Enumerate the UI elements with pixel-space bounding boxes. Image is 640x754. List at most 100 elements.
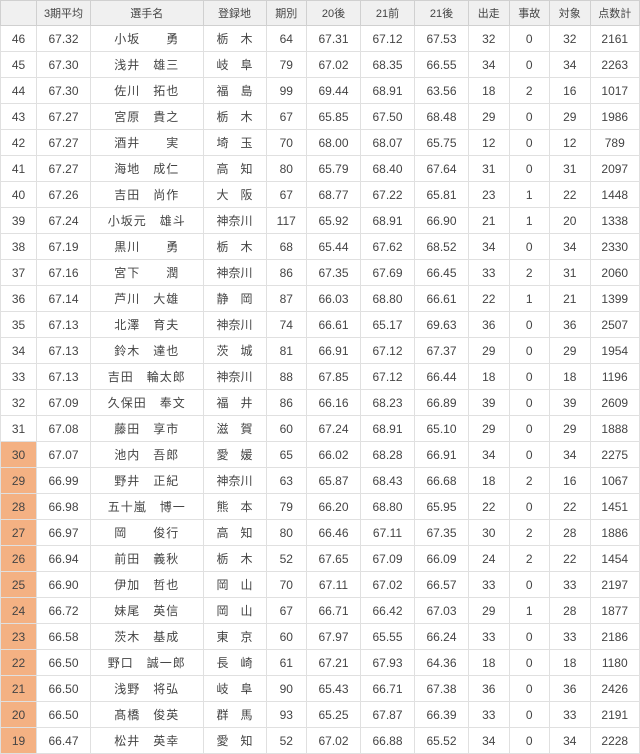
term-cell: 80 [266,156,307,182]
table-row[interactable]: 3067.07池内 吾郎愛 媛6566.0268.2866.9134034227… [1,442,640,468]
reg-cell: 高 知 [203,520,266,546]
table-row[interactable]: 3767.16宮下 潤神奈川8667.3567.6966.45332312060 [1,260,640,286]
s21a-cell: 66.71 [361,676,415,702]
run-cell: 24 [469,546,510,572]
s21a-cell: 67.09 [361,546,415,572]
s20b-cell: 66.03 [307,286,361,312]
avg-cell: 67.13 [37,338,91,364]
col-header-6[interactable]: 21前 [361,1,415,26]
tgt-cell: 16 [550,468,591,494]
rank-cell: 29 [1,468,37,494]
name-cell: 妹尾 英信 [91,598,204,624]
name-cell: 宮下 潤 [91,260,204,286]
run-cell: 36 [469,312,510,338]
pts-cell: 1180 [590,650,640,676]
table-row[interactable]: 3667.14芦川 大雄静 岡8766.0368.8066.6122121139… [1,286,640,312]
table-row[interactable]: 1966.47松井 英幸愛 知5267.0266.8865.5234034222… [1,728,640,754]
run-cell: 23 [469,182,510,208]
table-row[interactable]: 3567.13北澤 育夫神奈川7466.6165.1769.6336036250… [1,312,640,338]
acc-cell: 1 [509,286,550,312]
col-header-5[interactable]: 20後 [307,1,361,26]
s21b-cell: 66.24 [415,624,469,650]
term-cell: 117 [266,208,307,234]
col-header-2[interactable]: 選手名 [91,1,204,26]
table-row[interactable]: 4667.32小坂 勇栃 木6467.3167.1267.53320322161 [1,26,640,52]
s20b-cell: 67.02 [307,728,361,754]
name-cell: 鈴木 達也 [91,338,204,364]
col-header-4[interactable]: 期別 [266,1,307,26]
table-row[interactable]: 2266.50野口 誠一郎長 崎6167.2167.9364.361801811… [1,650,640,676]
s21a-cell: 68.80 [361,494,415,520]
table-row[interactable]: 4067.26吉田 尚作大 阪6768.7767.2265.8123122144… [1,182,640,208]
pts-cell: 2161 [590,26,640,52]
tgt-cell: 32 [550,26,591,52]
name-cell: 吉田 尚作 [91,182,204,208]
table-row[interactable]: 2866.98五十嵐 博一熊 本7966.2068.8065.952202214… [1,494,640,520]
table-row[interactable]: 3167.08藤田 享市滋 賀6067.2468.9165.1029029188… [1,416,640,442]
rank-cell: 44 [1,78,37,104]
col-header-10[interactable]: 対象 [550,1,591,26]
s20b-cell: 67.21 [307,650,361,676]
s21b-cell: 67.64 [415,156,469,182]
table-row[interactable]: 3867.19黒川 勇栃 木6865.4467.6268.52340342330 [1,234,640,260]
s21b-cell: 68.52 [415,234,469,260]
pts-cell: 1454 [590,546,640,572]
tgt-cell: 34 [550,728,591,754]
col-header-9[interactable]: 事故 [509,1,550,26]
name-cell: 野口 誠一郎 [91,650,204,676]
term-cell: 90 [266,676,307,702]
s21a-cell: 66.88 [361,728,415,754]
acc-cell: 0 [509,312,550,338]
rank-cell: 46 [1,26,37,52]
reg-cell: 岡 山 [203,572,266,598]
avg-cell: 66.90 [37,572,91,598]
pts-cell: 2191 [590,702,640,728]
tgt-cell: 36 [550,676,591,702]
col-header-11[interactable]: 点数計 [590,1,640,26]
table-row[interactable]: 3367.13吉田 輪太郎神奈川8867.8567.1266.441801811… [1,364,640,390]
table-row[interactable]: 2466.72妹尾 英信岡 山6766.7166.4267.0329128187… [1,598,640,624]
table-row[interactable]: 3967.24小坂元 雄斗神奈川11765.9268.9166.90211201… [1,208,640,234]
name-cell: 宮原 貴之 [91,104,204,130]
table-row[interactable]: 2966.99野井 正紀神奈川6365.8768.4366.6818216106… [1,468,640,494]
table-row[interactable]: 3467.13鈴木 達也茨 城8166.9167.1267.3729029195… [1,338,640,364]
tgt-cell: 21 [550,286,591,312]
table-row[interactable]: 4167.27海地 成仁高 知8065.7968.4067.6431031209… [1,156,640,182]
table-row[interactable]: 4467.30佐川 拓也福 島9969.4468.9163.5618216101… [1,78,640,104]
table-row[interactable]: 2066.50髙橋 俊英群 馬9365.2567.8766.3933033219… [1,702,640,728]
reg-cell: 栃 木 [203,234,266,260]
table-row[interactable]: 2366.58茨木 基成東 京6067.9765.5566.2433033218… [1,624,640,650]
reg-cell: 愛 媛 [203,442,266,468]
col-header-3[interactable]: 登録地 [203,1,266,26]
name-cell: 小坂 勇 [91,26,204,52]
acc-cell: 0 [509,494,550,520]
tgt-cell: 20 [550,208,591,234]
table-row[interactable]: 4267.27酒井 実埼 玉7068.0068.0765.7512012789 [1,130,640,156]
pts-cell: 1986 [590,104,640,130]
tgt-cell: 31 [550,260,591,286]
table-row[interactable]: 2666.94前田 義秋栃 木5267.6567.0966.0924222145… [1,546,640,572]
table-row[interactable]: 2566.90伊加 哲也岡 山7067.1167.0266.5733033219… [1,572,640,598]
s21b-cell: 66.68 [415,468,469,494]
col-header-1[interactable]: 3期平均 [37,1,91,26]
col-header-8[interactable]: 出走 [469,1,510,26]
table-row[interactable]: 4567.30浅井 雄三岐 阜7967.0268.3566.5534034226… [1,52,640,78]
col-header-0[interactable] [1,1,37,26]
name-cell: 髙橋 俊英 [91,702,204,728]
s20b-cell: 66.91 [307,338,361,364]
s21b-cell: 66.90 [415,208,469,234]
s21a-cell: 68.80 [361,286,415,312]
s21a-cell: 67.12 [361,364,415,390]
avg-cell: 67.13 [37,312,91,338]
run-cell: 32 [469,26,510,52]
table-row[interactable]: 2766.97岡 俊行高 知8066.4667.1167.35302281886 [1,520,640,546]
tgt-cell: 34 [550,442,591,468]
table-row[interactable]: 4367.27宮原 貴之栃 木6765.8567.5068.4829029198… [1,104,640,130]
avg-cell: 67.08 [37,416,91,442]
avg-cell: 67.16 [37,260,91,286]
col-header-7[interactable]: 21後 [415,1,469,26]
s20b-cell: 69.44 [307,78,361,104]
table-row[interactable]: 2166.50浅野 将弘岐 阜9065.4366.7167.3836036242… [1,676,640,702]
table-row[interactable]: 3267.09久保田 奉文福 井8666.1668.2366.893903926… [1,390,640,416]
acc-cell: 0 [509,442,550,468]
